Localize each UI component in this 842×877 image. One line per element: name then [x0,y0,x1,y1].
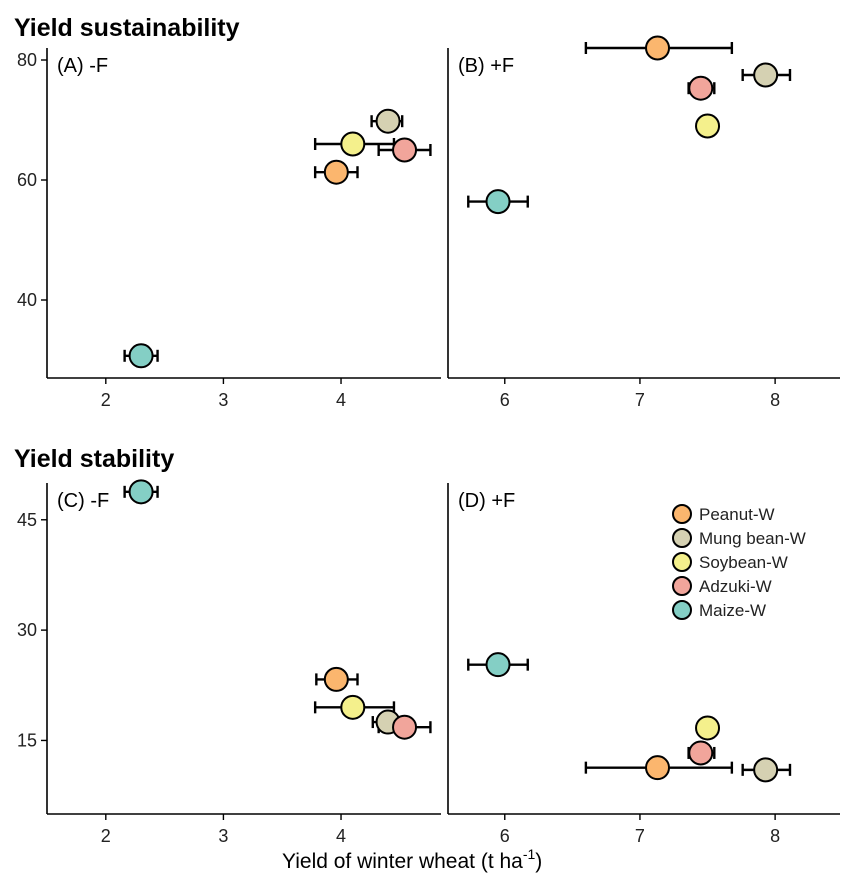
data-point-maize-w [485,189,511,215]
data-point-peanut-w [645,755,671,781]
y-tick-label: 45 [17,510,37,530]
data-point-mung-bean-w [753,757,779,783]
x-tick-label: 3 [218,826,228,846]
legend-label: Soybean-W [699,553,788,572]
data-point-soybean-w [340,694,366,720]
legend-label: Maize-W [699,601,766,620]
section-title: Yield stability [14,445,174,473]
section-title: Yield sustainability [14,14,240,42]
data-point-peanut-w [323,666,349,692]
legend-swatch [672,576,692,596]
data-point-soybean-w [695,715,721,741]
data-point-adzuki-w [688,740,714,766]
x-tick-label: 4 [336,390,346,410]
x-tick-label: 2 [101,826,111,846]
x-axis-label-main: Yield of winter wheat (t ha [282,850,523,873]
data-point-maize-w [485,652,511,678]
legend-label: Mung bean-W [699,529,806,548]
x-tick-label: 7 [635,390,645,410]
data-point-soybean-w [340,131,366,157]
x-tick-label: 8 [770,390,780,410]
y-tick-label: 80 [17,50,37,70]
data-point-adzuki-w [392,714,418,740]
data-point-adzuki-w [392,137,418,163]
data-point-maize-w [128,343,154,369]
panel-label: (C) -F [57,490,109,512]
x-tick-label: 3 [218,390,228,410]
data-point-maize-w [128,479,154,505]
x-axis-label-close: ) [535,850,542,873]
x-tick-label: 2 [101,390,111,410]
x-tick-label: 8 [770,826,780,846]
legend-swatch [672,528,692,548]
x-tick-label: 4 [336,826,346,846]
legend-swatch [672,552,692,572]
y-tick-label: 30 [17,620,37,640]
x-tick-label: 6 [500,826,510,846]
y-tick-label: 40 [17,290,37,310]
data-point-mung-bean-w [753,62,779,88]
legend-swatch [672,504,692,524]
data-point-adzuki-w [688,75,714,101]
x-tick-label: 7 [635,826,645,846]
y-tick-label: 60 [17,170,37,190]
data-point-peanut-w [645,35,671,61]
panel-label: (B) +F [458,55,514,77]
panel-label: (D) +F [458,490,515,512]
data-point-mung-bean-w [375,108,401,134]
legend-label: Peanut-W [699,505,775,524]
panel-label: (A) -F [57,55,108,77]
y-tick-label: 15 [17,730,37,750]
x-axis-label: Yield of winter wheat (t ha-1) [282,846,542,873]
x-axis-label-superscript: -1 [523,846,536,862]
x-tick-label: 6 [500,390,510,410]
data-point-peanut-w [323,159,349,185]
legend-label: Adzuki-W [699,577,772,596]
legend-swatch [672,600,692,620]
data-point-soybean-w [695,113,721,139]
